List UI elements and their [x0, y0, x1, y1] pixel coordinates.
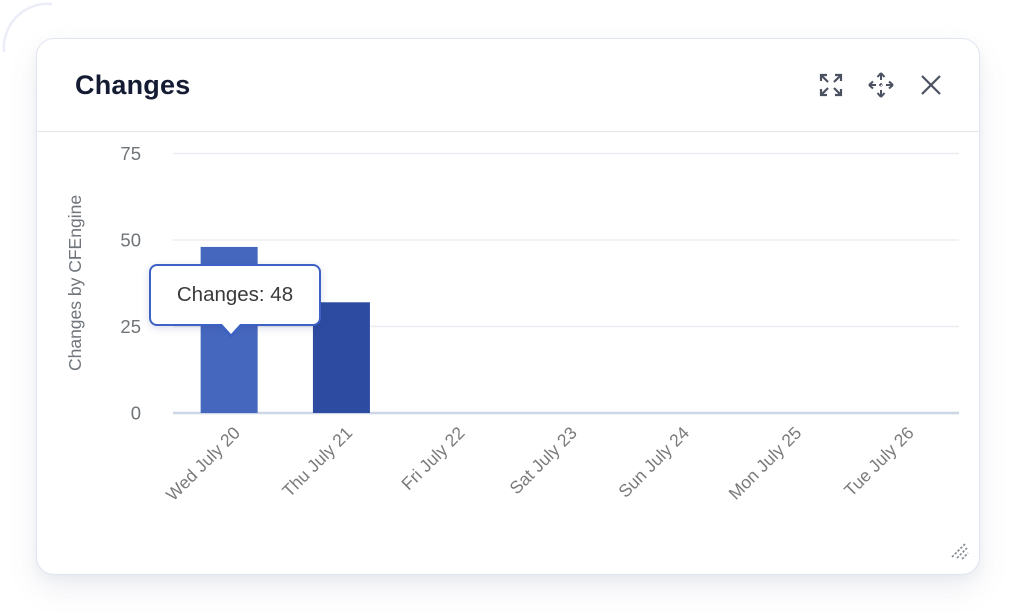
y-tick-label: 50 — [120, 230, 141, 251]
background-panel-corner — [2, 2, 53, 53]
y-tick-label: 25 — [120, 316, 141, 337]
move-button[interactable] — [863, 67, 899, 103]
y-tick-label: 75 — [120, 143, 141, 164]
x-tick-label: Mon July 25 — [725, 423, 806, 504]
gridlines-group — [173, 152, 959, 415]
changes-widget-card: Changes — [36, 38, 980, 575]
widget-header: Changes — [37, 39, 979, 132]
widget-toolbar — [813, 67, 949, 103]
expand-button[interactable] — [813, 67, 849, 103]
bar-chart: Changes by CFEngine 0 25 50 75 Wed July 20 T… — [37, 132, 979, 574]
x-tick-label: Thu July 21 — [278, 423, 356, 501]
expand-fullscreen-icon — [816, 70, 846, 100]
y-tick-labels-group: 0 25 50 75 — [120, 143, 141, 424]
widget-title: Changes — [75, 69, 191, 100]
close-icon — [918, 72, 944, 98]
x-tick-label: Sun July 24 — [614, 423, 693, 502]
bar-chart-svg: Changes by CFEngine 0 25 50 75 Wed July 20 T… — [65, 143, 959, 505]
x-tick-label: Wed July 20 — [162, 423, 244, 505]
y-axis-title: Changes by CFEngine — [65, 195, 85, 371]
close-button[interactable] — [913, 67, 949, 103]
chart-tooltip-label: Changes: 48 — [176, 283, 294, 306]
move-drag-icon — [866, 70, 896, 100]
chart-tooltip: Changes: 48 — [149, 264, 321, 338]
x-tick-label: Tue July 26 — [840, 423, 918, 501]
resize-grip-icon — [946, 537, 970, 566]
x-tick-label: Sat July 23 — [505, 423, 580, 498]
x-tick-label: Fri July 22 — [397, 423, 468, 494]
chart-bar[interactable] — [312, 302, 370, 413]
x-tick-labels-group: Wed July 20 Thu July 21 Fri July 22 Sat Jul… — [162, 423, 918, 505]
resize-handle[interactable] — [945, 538, 971, 564]
y-tick-label: 0 — [131, 403, 141, 424]
